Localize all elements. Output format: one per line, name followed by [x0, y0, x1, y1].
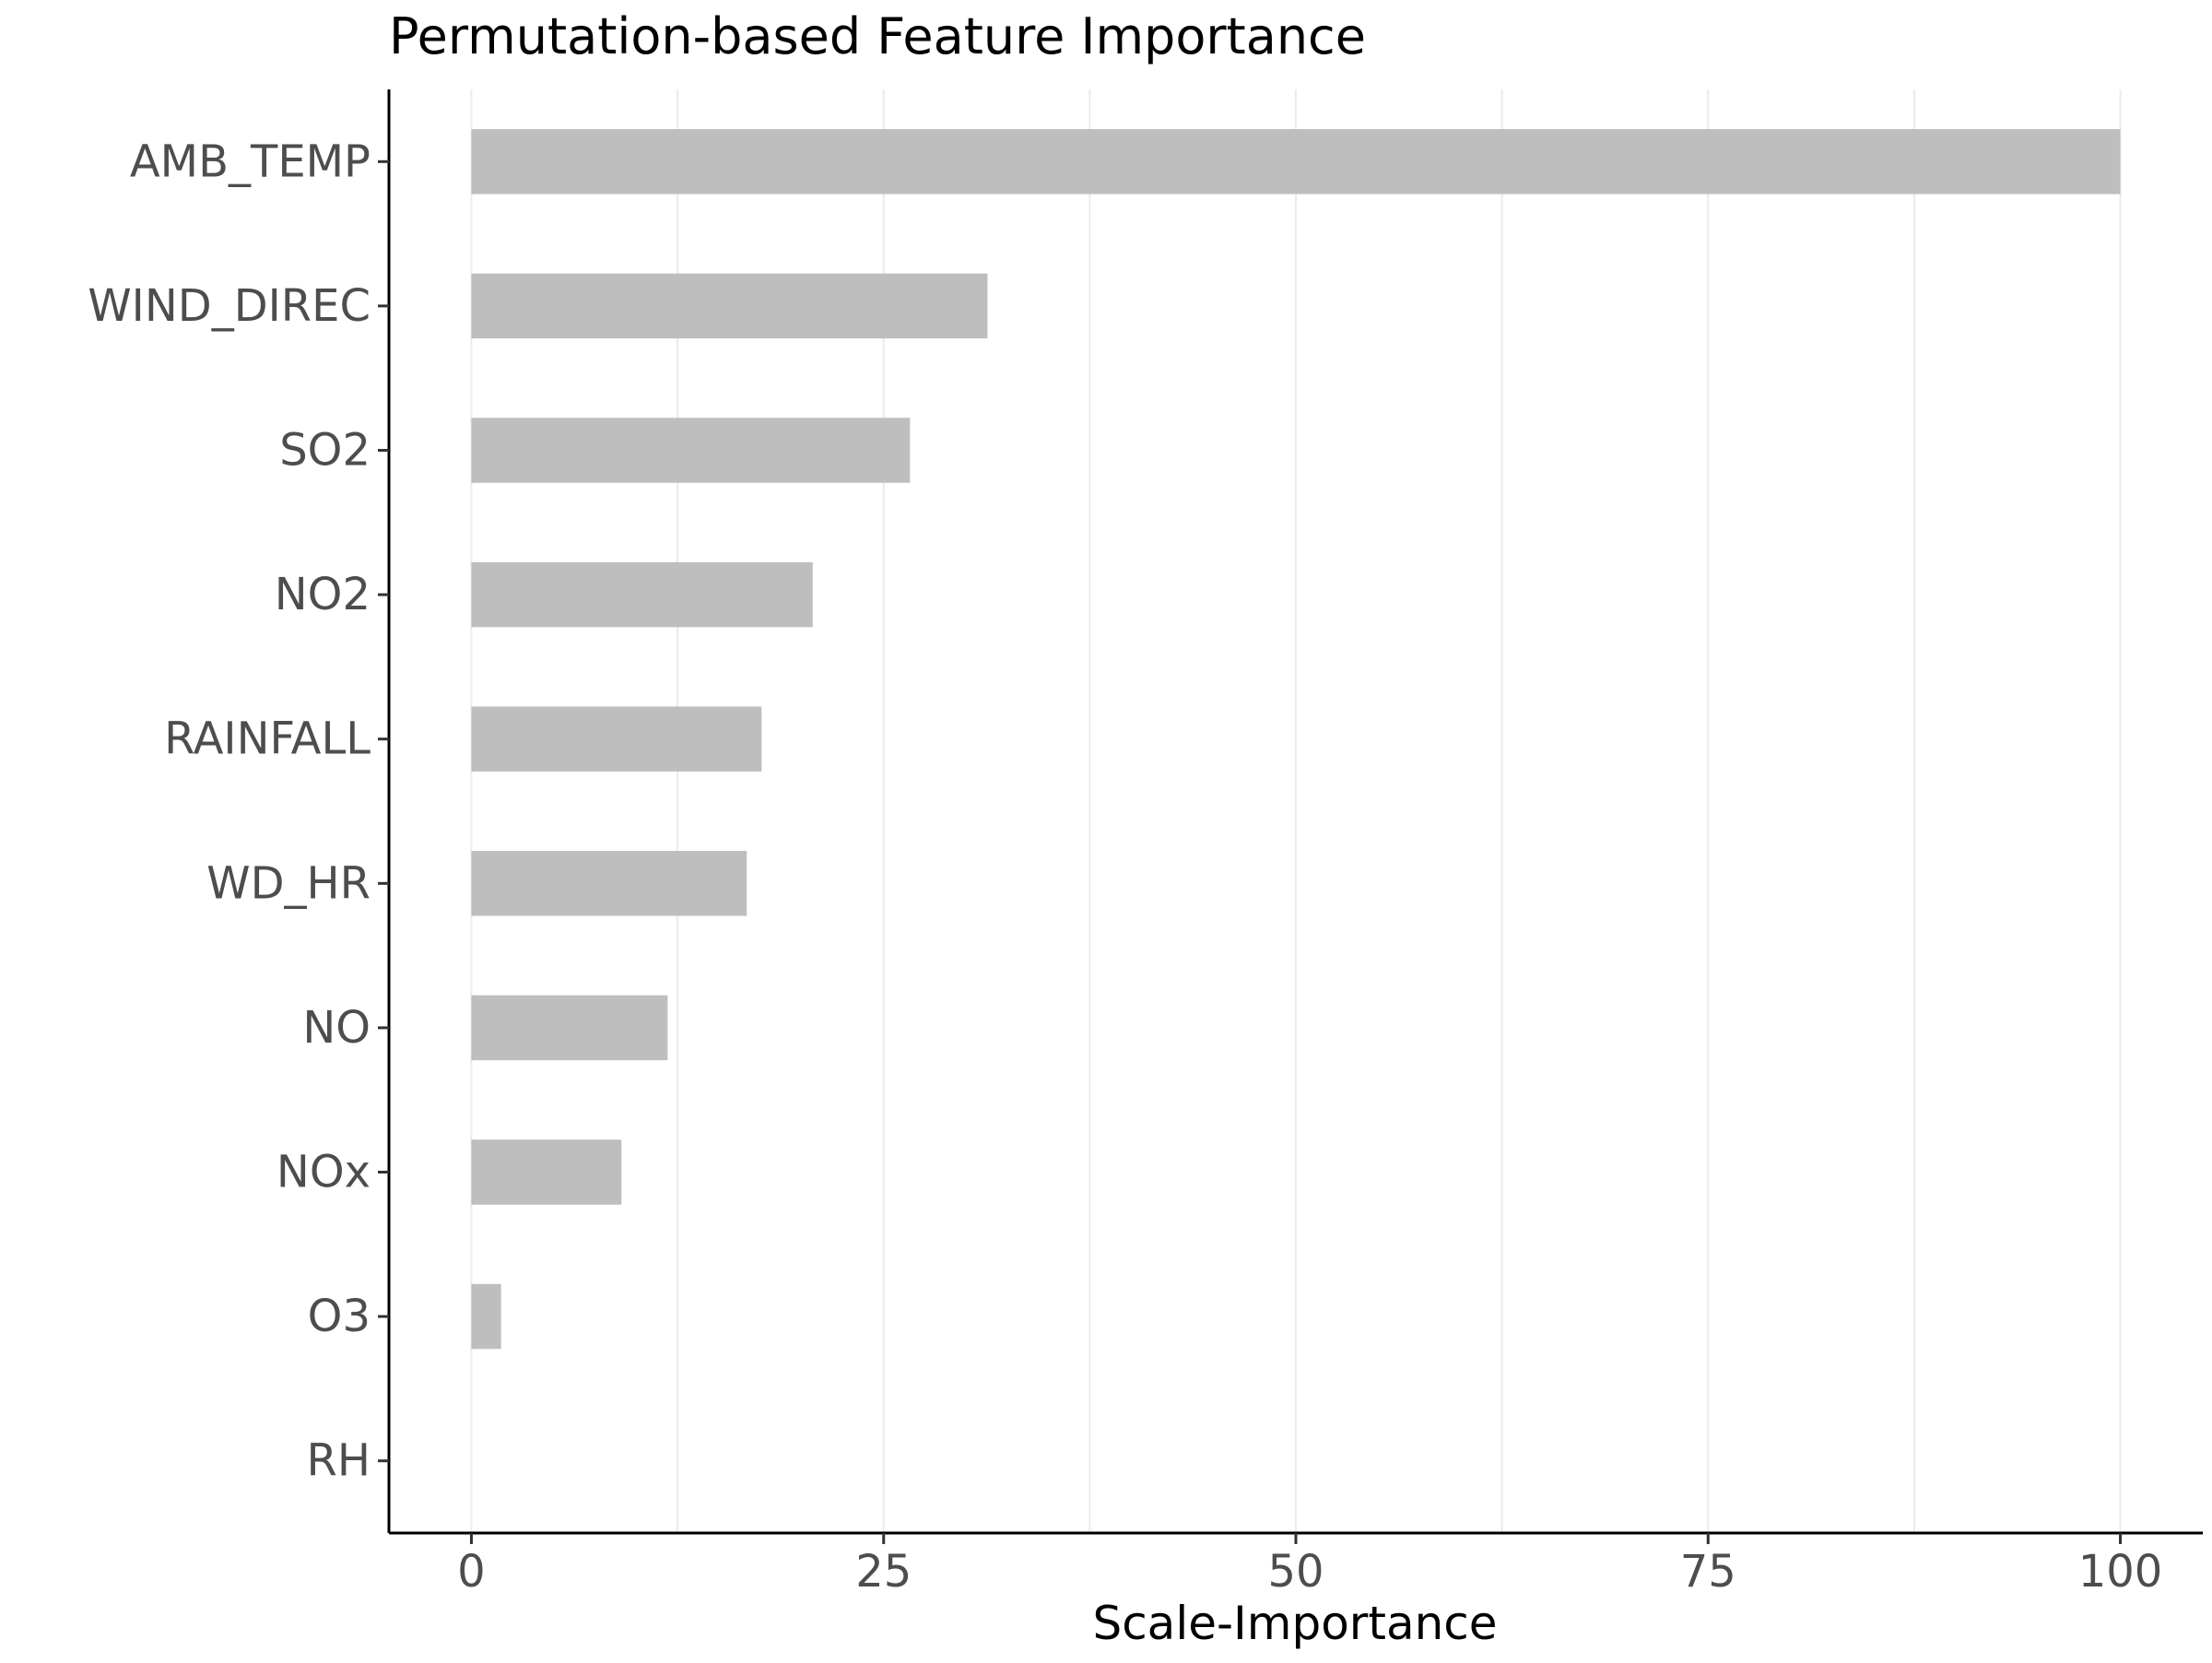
bars: [471, 129, 2121, 1350]
bar-rainfall: [471, 706, 762, 772]
bar-wd-hr: [471, 851, 747, 916]
bar-nox: [471, 1139, 622, 1205]
x-tick-label: 25: [855, 1546, 912, 1598]
y-tick-label: WIND_DIREC: [88, 280, 371, 332]
x-tick-label: 50: [1267, 1546, 1324, 1598]
bar-no2: [471, 561, 813, 628]
x-tick-label: 100: [2078, 1546, 2163, 1598]
x-tick-label: 0: [457, 1546, 486, 1598]
bar-amb-temp: [471, 129, 2121, 195]
y-tick-label: SO2: [279, 425, 371, 477]
axes: [378, 89, 2203, 1544]
x-axis-title: Scale-Importance: [1092, 1597, 1497, 1650]
x-tick-label: 75: [1680, 1546, 1736, 1598]
y-tick-label: NO2: [275, 569, 371, 620]
y-tick-label: WD_HR: [206, 857, 371, 909]
bar-o3: [471, 1283, 501, 1350]
y-tick-label: NO: [302, 1002, 371, 1054]
chart-title: Permutation-based Feature Importance: [389, 7, 1366, 65]
y-tick-label: O3: [308, 1291, 371, 1342]
bar-wind-direc: [471, 273, 988, 339]
bar-no: [471, 995, 668, 1061]
bar-so2: [471, 418, 911, 483]
y-tick-label: RH: [307, 1435, 371, 1487]
x-tick-labels: 0 25 50 75 100: [457, 1546, 2162, 1598]
y-tick-label: RAINFALL: [164, 714, 371, 765]
y-tick-label: NOx: [276, 1147, 371, 1198]
y-tick-label: AMB_TEMP: [130, 136, 371, 187]
y-tick-labels: AMB_TEMP WIND_DIREC SO2 NO2 RAINFALL WD_HR NO N…: [88, 136, 371, 1486]
